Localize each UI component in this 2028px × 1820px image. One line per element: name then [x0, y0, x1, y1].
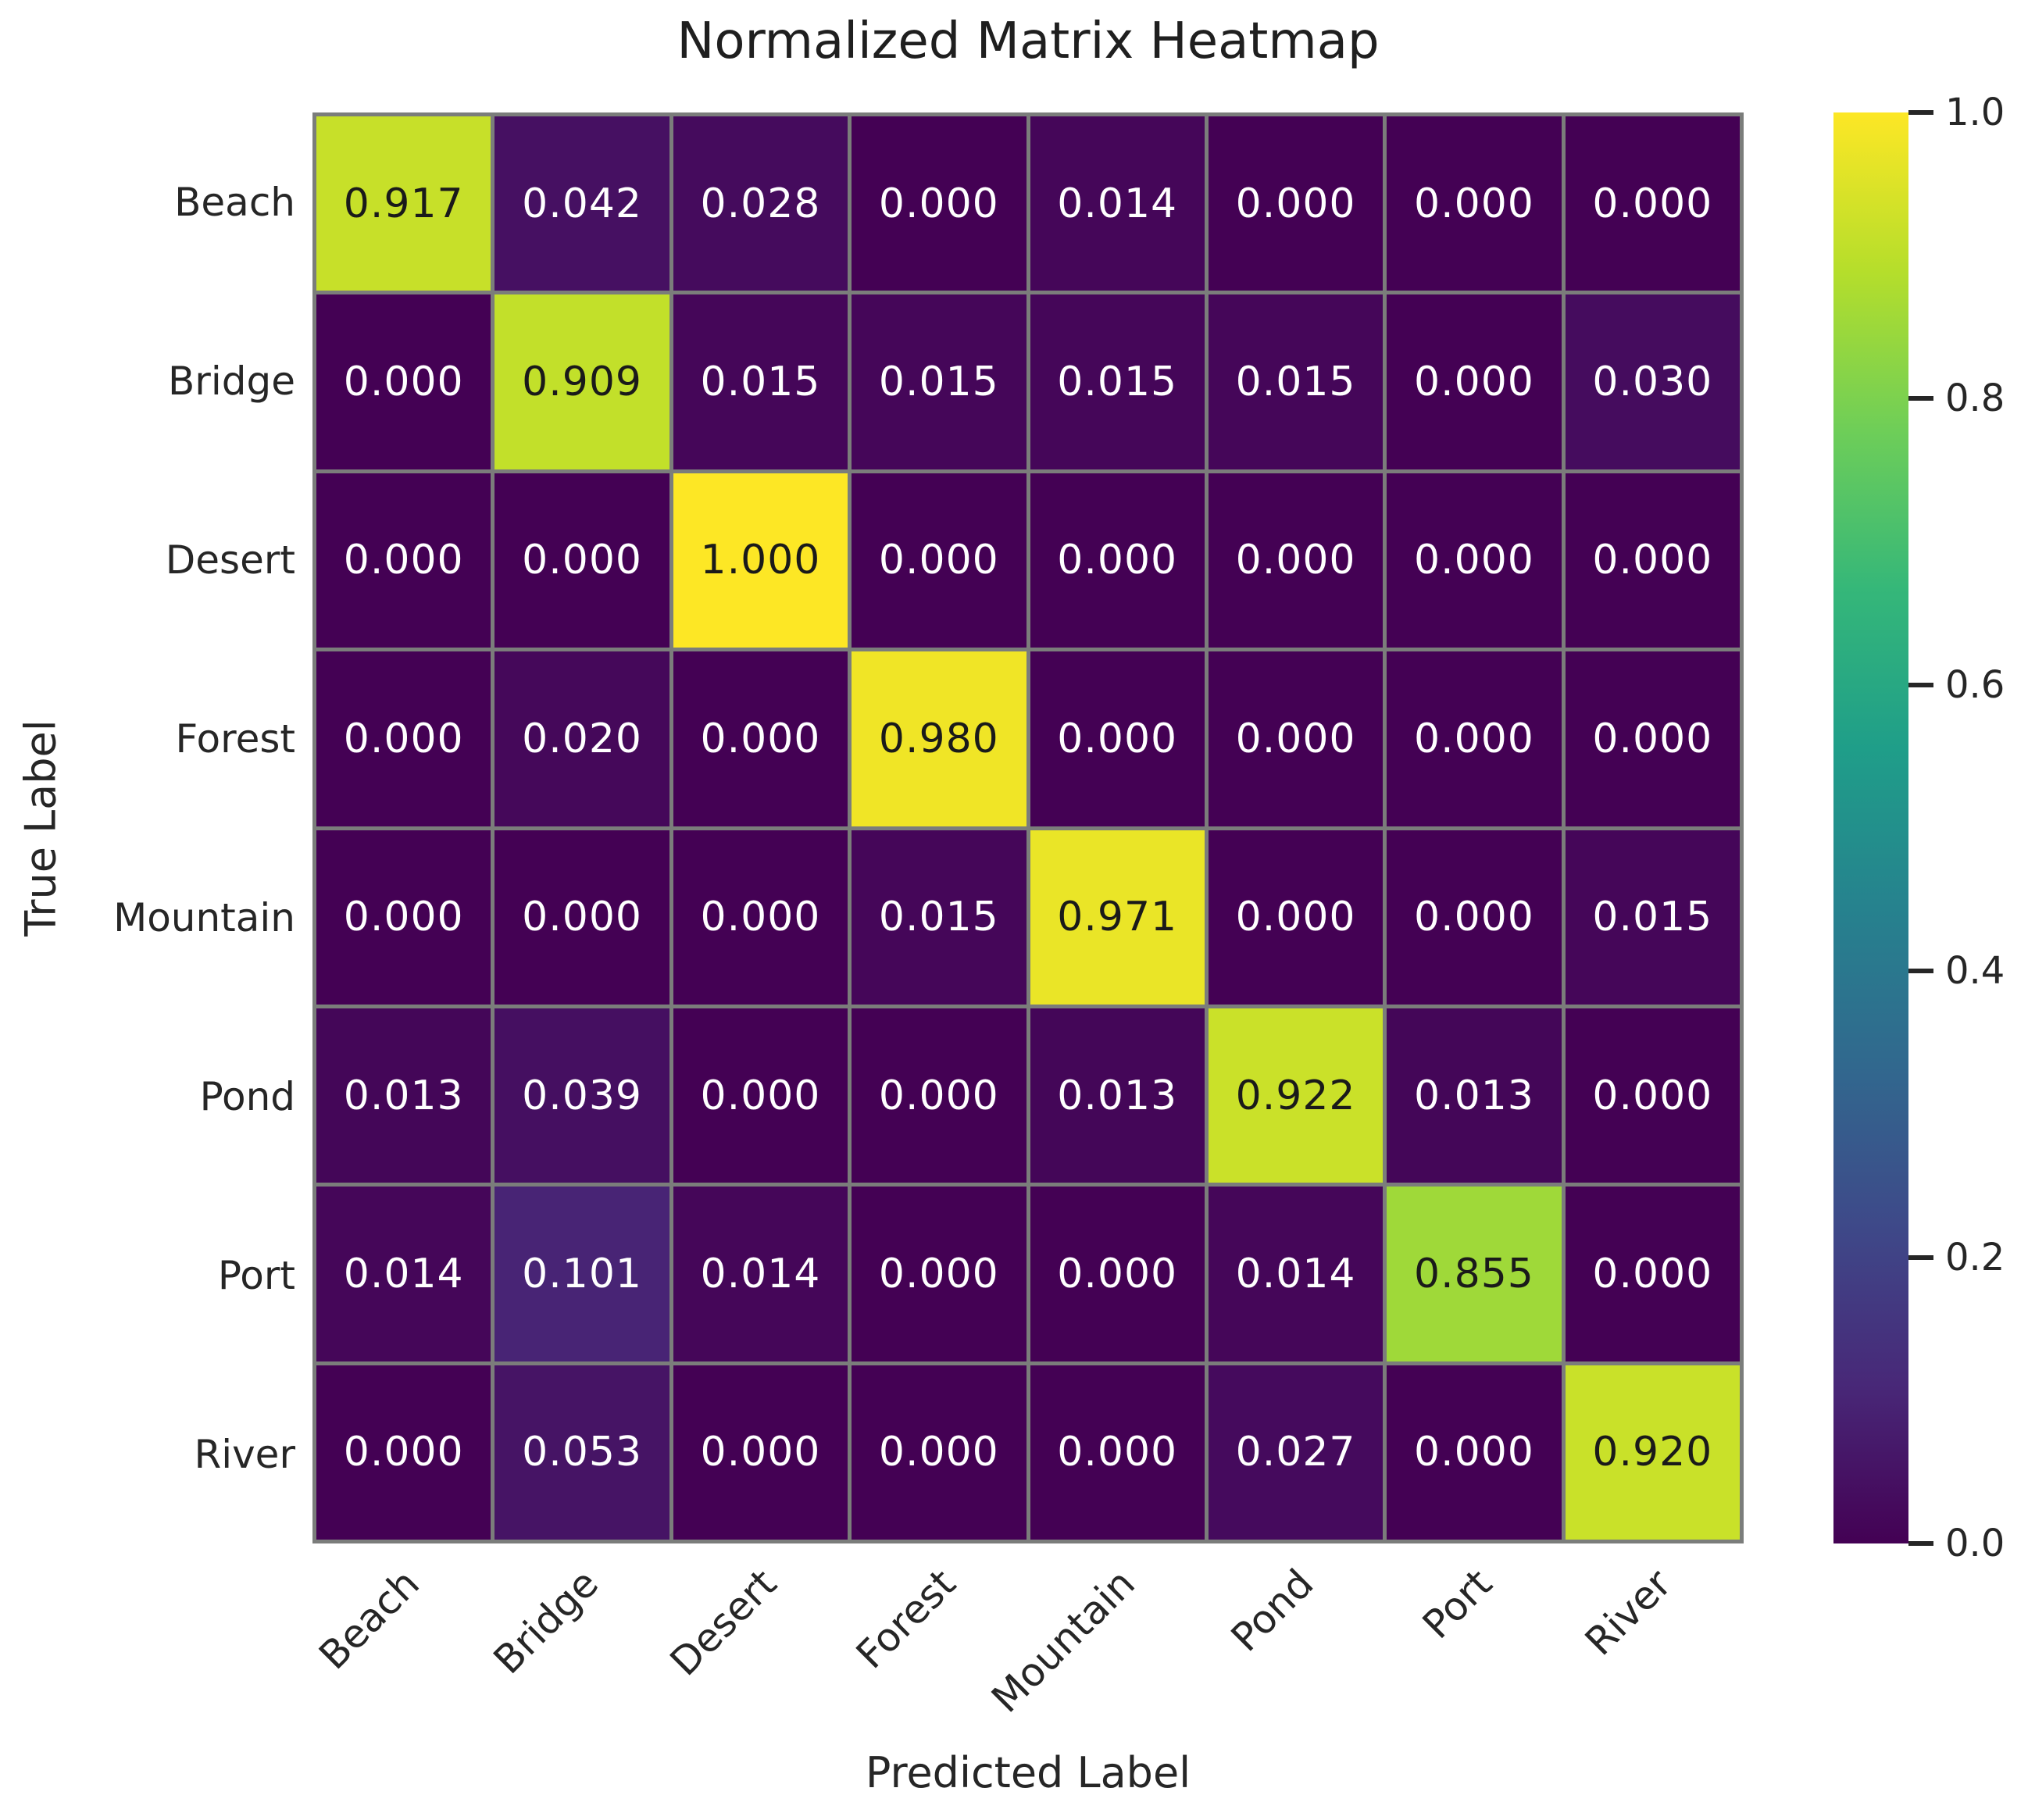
colorbar-tick-label-0.0: 0.0 — [1945, 1522, 2005, 1565]
heatmap-cell-pond-beach: 0.013 — [316, 1008, 491, 1183]
heatmap-cell-bridge-mountain: 0.015 — [1030, 294, 1205, 469]
heatmap-cell-pond-forest: 0.000 — [852, 1008, 1026, 1183]
heatmap-cell-bridge-bridge: 0.909 — [495, 294, 669, 469]
y-axis-label: True Label — [16, 719, 66, 937]
heatmap-cell-mountain-desert: 0.000 — [673, 830, 848, 1005]
heatmap-cell-mountain-beach: 0.000 — [316, 830, 491, 1005]
heatmap-cell-desert-port: 0.000 — [1387, 473, 1562, 648]
heatmap-cell-port-river: 0.000 — [1565, 1187, 1740, 1361]
x-tick-forest: Forest — [847, 1561, 965, 1678]
colorbar-tick-label-0.6: 0.6 — [1945, 662, 2005, 707]
heatmap-cell-mountain-river: 0.015 — [1565, 830, 1740, 1005]
heatmap-cell-bridge-port: 0.000 — [1387, 294, 1562, 469]
chart-title: Normalized Matrix Heatmap — [677, 12, 1380, 70]
x-axis-label: Predicted Label — [865, 1748, 1191, 1797]
colorbar-tick-label-0.4: 0.4 — [1945, 949, 2005, 994]
heatmap-cell-river-river: 0.920 — [1565, 1365, 1740, 1540]
heatmap-cell-mountain-bridge: 0.000 — [495, 830, 669, 1005]
colorbar-tick-mark-0.6 — [1908, 682, 1933, 687]
heatmap-cell-desert-beach: 0.000 — [316, 473, 491, 648]
heatmap-cell-mountain-pond: 0.000 — [1208, 830, 1384, 1005]
heatmap-cell-beach-pond: 0.000 — [1208, 116, 1384, 291]
heatmap-cell-port-bridge: 0.101 — [495, 1187, 669, 1361]
heatmap-cell-desert-river: 0.000 — [1565, 473, 1740, 648]
colorbar-tick-mark-0.4 — [1908, 969, 1933, 974]
heatmap-cell-forest-mountain: 0.000 — [1030, 651, 1205, 826]
heatmap-cell-desert-desert: 1.000 — [673, 473, 848, 648]
heatmap-cell-port-forest: 0.000 — [852, 1187, 1026, 1361]
heatmap-cell-forest-beach: 0.000 — [316, 651, 491, 826]
heatmap-cell-pond-desert: 0.000 — [673, 1008, 848, 1183]
y-tick-river: River — [194, 1431, 295, 1477]
heatmap-grid: 0.917 0.042 0.028 0.000 0.014 0.000 0.000 0.000… — [312, 112, 1744, 1543]
heatmap-cell-desert-mountain: 0.000 — [1030, 473, 1205, 648]
heatmap-cell-beach-forest: 0.000 — [852, 116, 1026, 291]
heatmap-cell-port-beach: 0.014 — [316, 1187, 491, 1361]
heatmap-cell-beach-port: 0.000 — [1387, 116, 1562, 291]
heatmap-cell-pond-river: 0.000 — [1565, 1008, 1740, 1183]
heatmap-cell-beach-mountain: 0.014 — [1030, 116, 1205, 291]
colorbar-tick-label-1.0: 1.0 — [1945, 91, 2005, 134]
heatmap-cell-forest-pond: 0.000 — [1208, 651, 1384, 826]
heatmap-cell-beach-beach: 0.917 — [316, 116, 491, 291]
heatmap-cell-desert-bridge: 0.000 — [495, 473, 669, 648]
heatmap-cell-forest-desert: 0.000 — [673, 651, 848, 826]
heatmap-cell-bridge-beach: 0.000 — [316, 294, 491, 469]
x-tick-river: River — [1576, 1561, 1680, 1665]
heatmap-cell-bridge-forest: 0.015 — [852, 294, 1026, 469]
heatmap-cell-river-desert: 0.000 — [673, 1365, 848, 1540]
y-tick-port: Port — [217, 1252, 295, 1298]
heatmap-cell-desert-forest: 0.000 — [852, 473, 1026, 648]
colorbar-tick-mark-0.0 — [1908, 1541, 1933, 1546]
heatmap-cell-pond-port: 0.013 — [1387, 1008, 1562, 1183]
heatmap-cell-beach-desert: 0.028 — [673, 116, 848, 291]
colorbar-tick-mark-0.8 — [1908, 396, 1933, 401]
heatmap-cell-beach-bridge: 0.042 — [495, 116, 669, 291]
x-tick-mountain: Mountain — [982, 1561, 1144, 1722]
colorbar-gradient — [1833, 112, 1908, 1543]
colorbar-tick-mark-0.2 — [1908, 1254, 1933, 1260]
heatmap-cell-mountain-port: 0.000 — [1387, 830, 1562, 1005]
heatmap-cell-river-bridge: 0.053 — [495, 1365, 669, 1540]
heatmap-cell-port-port: 0.855 — [1387, 1187, 1562, 1361]
y-tick-forest: Forest — [175, 716, 295, 762]
heatmap-cell-desert-pond: 0.000 — [1208, 473, 1384, 648]
heatmap-cell-bridge-desert: 0.015 — [673, 294, 848, 469]
heatmap-cell-river-port: 0.000 — [1387, 1365, 1562, 1540]
heatmap-cell-mountain-forest: 0.015 — [852, 830, 1026, 1005]
heatmap-cell-forest-river: 0.000 — [1565, 651, 1740, 826]
y-tick-beach: Beach — [174, 179, 295, 225]
heatmap-cell-bridge-river: 0.030 — [1565, 294, 1740, 469]
heatmap-cell-port-mountain: 0.000 — [1030, 1187, 1205, 1361]
y-tick-bridge: Bridge — [168, 358, 295, 404]
heatmap-cell-port-pond: 0.014 — [1208, 1187, 1384, 1361]
colorbar-tick-label-0.2: 0.2 — [1945, 1235, 2005, 1279]
x-tick-port: Port — [1414, 1561, 1501, 1648]
y-tick-pond: Pond — [199, 1073, 295, 1119]
heatmap-cell-river-mountain: 0.000 — [1030, 1365, 1205, 1540]
heatmap-cell-river-forest: 0.000 — [852, 1365, 1026, 1540]
heatmap-cell-river-pond: 0.027 — [1208, 1365, 1384, 1540]
heatmap-cell-bridge-pond: 0.015 — [1208, 294, 1384, 469]
heatmap-cell-forest-port: 0.000 — [1387, 651, 1562, 826]
heatmap-cell-port-desert: 0.014 — [673, 1187, 848, 1361]
heatmap-cell-pond-bridge: 0.039 — [495, 1008, 669, 1183]
y-tick-desert: Desert — [165, 537, 295, 583]
x-tick-bridge: Bridge — [484, 1561, 607, 1683]
heatmap-cell-mountain-mountain: 0.971 — [1030, 830, 1205, 1005]
colorbar-tick-label-0.8: 0.8 — [1945, 376, 2005, 421]
heatmap-cell-pond-pond: 0.922 — [1208, 1008, 1384, 1183]
heatmap-cell-forest-bridge: 0.020 — [495, 651, 669, 826]
x-tick-beach: Beach — [309, 1561, 428, 1679]
y-tick-mountain: Mountain — [113, 894, 295, 940]
x-tick-desert: Desert — [661, 1561, 786, 1685]
heatmap-cell-pond-mountain: 0.013 — [1030, 1008, 1205, 1183]
heatmap-cell-river-beach: 0.000 — [316, 1365, 491, 1540]
heatmap-cell-beach-river: 0.000 — [1565, 116, 1740, 291]
x-tick-pond: Pond — [1222, 1561, 1323, 1661]
colorbar-tick-mark-1.0 — [1908, 110, 1933, 115]
heatmap-cell-forest-forest: 0.980 — [852, 651, 1026, 826]
